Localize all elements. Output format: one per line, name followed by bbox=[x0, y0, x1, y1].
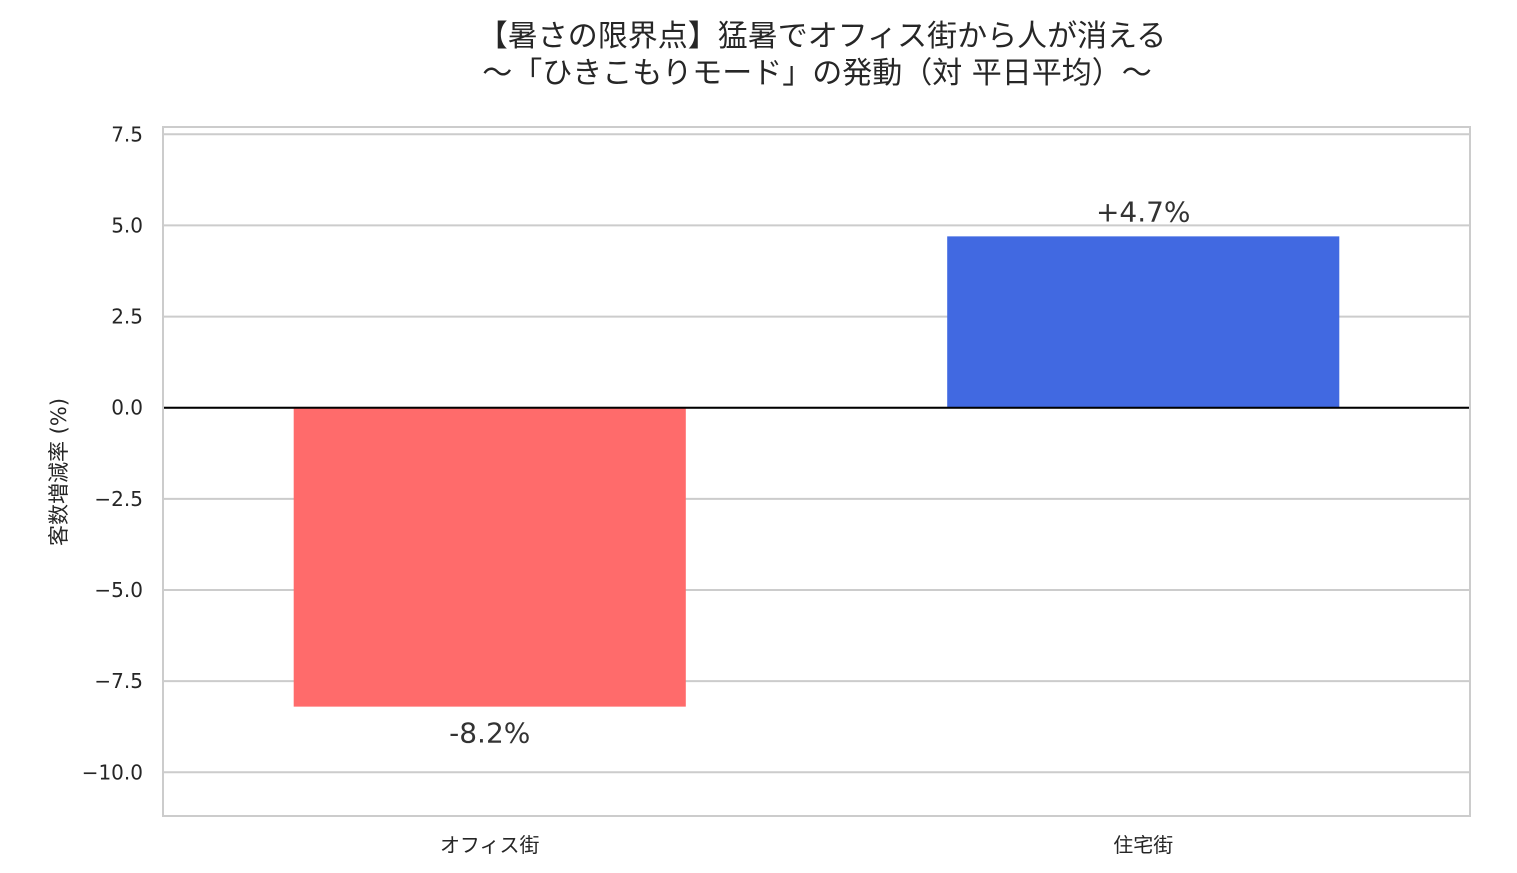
bar-1 bbox=[293, 407, 686, 707]
y-tick-label: −7.5 bbox=[94, 669, 143, 693]
data-label: -8.2% bbox=[449, 717, 530, 750]
chart-title-line-1: 【暑さの限界点】猛暑でオフィス街から人が消える bbox=[478, 19, 1167, 54]
bar-2 bbox=[947, 236, 1340, 408]
x-axis-ticks: オフィス街 住宅街 bbox=[440, 833, 1173, 857]
y-tick-label: 0.0 bbox=[111, 396, 143, 420]
y-tick-label: −5.0 bbox=[94, 578, 143, 602]
y-axis-label: 客数増減率 (%) bbox=[47, 398, 71, 546]
x-tick-label: オフィス街 bbox=[440, 833, 540, 857]
bars bbox=[293, 236, 1340, 707]
data-label: +4.7% bbox=[1096, 195, 1191, 228]
chart-title: 【暑さの限界点】猛暑でオフィス街から人が消える 〜「ひきこもりモード」の発動（対… bbox=[478, 19, 1167, 91]
plot-frame bbox=[162, 126, 1471, 817]
y-tick-label: 7.5 bbox=[111, 122, 143, 146]
x-tick-label: 住宅街 bbox=[1113, 833, 1173, 857]
y-tick-label: 5.0 bbox=[111, 213, 143, 237]
y-tick-label: 2.5 bbox=[111, 305, 143, 329]
y-tick-label: −10.0 bbox=[82, 760, 143, 784]
y-tick-label: −2.5 bbox=[94, 487, 143, 511]
data-labels: -8.2% +4.7% bbox=[449, 195, 1190, 749]
y-axis-ticks: 7.5 5.0 2.5 0.0 −2.5 −5.0 −7.5 −10.0 bbox=[82, 122, 143, 784]
chart-title-line-2: 〜「ひきこもりモード」の発動（対 平日平均）〜 bbox=[482, 56, 1152, 91]
